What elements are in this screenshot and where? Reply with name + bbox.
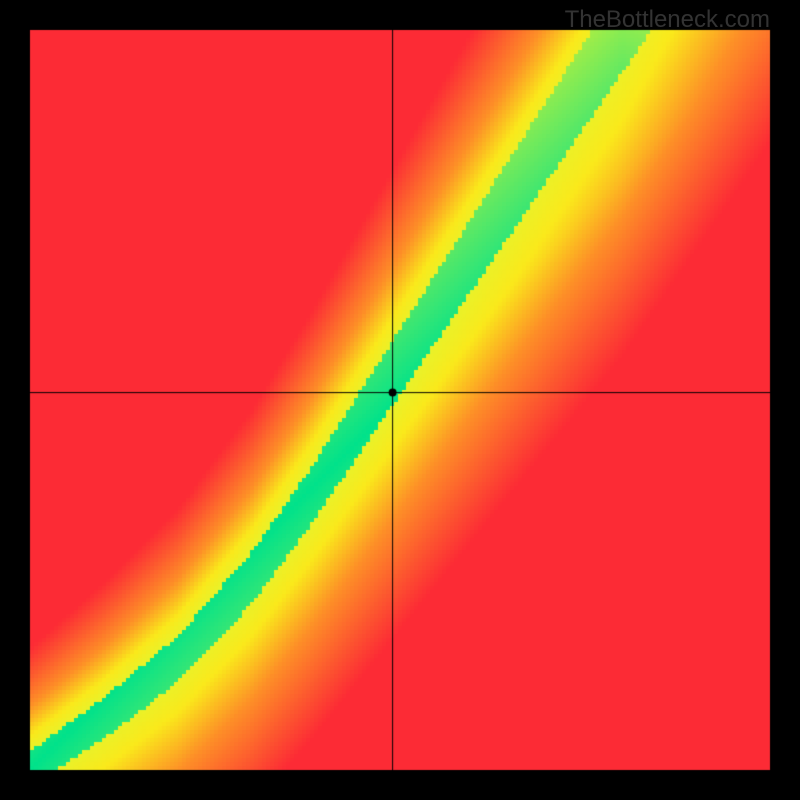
- bottleneck-heatmap: [0, 0, 800, 800]
- watermark-text: TheBottleneck.com: [565, 6, 770, 34]
